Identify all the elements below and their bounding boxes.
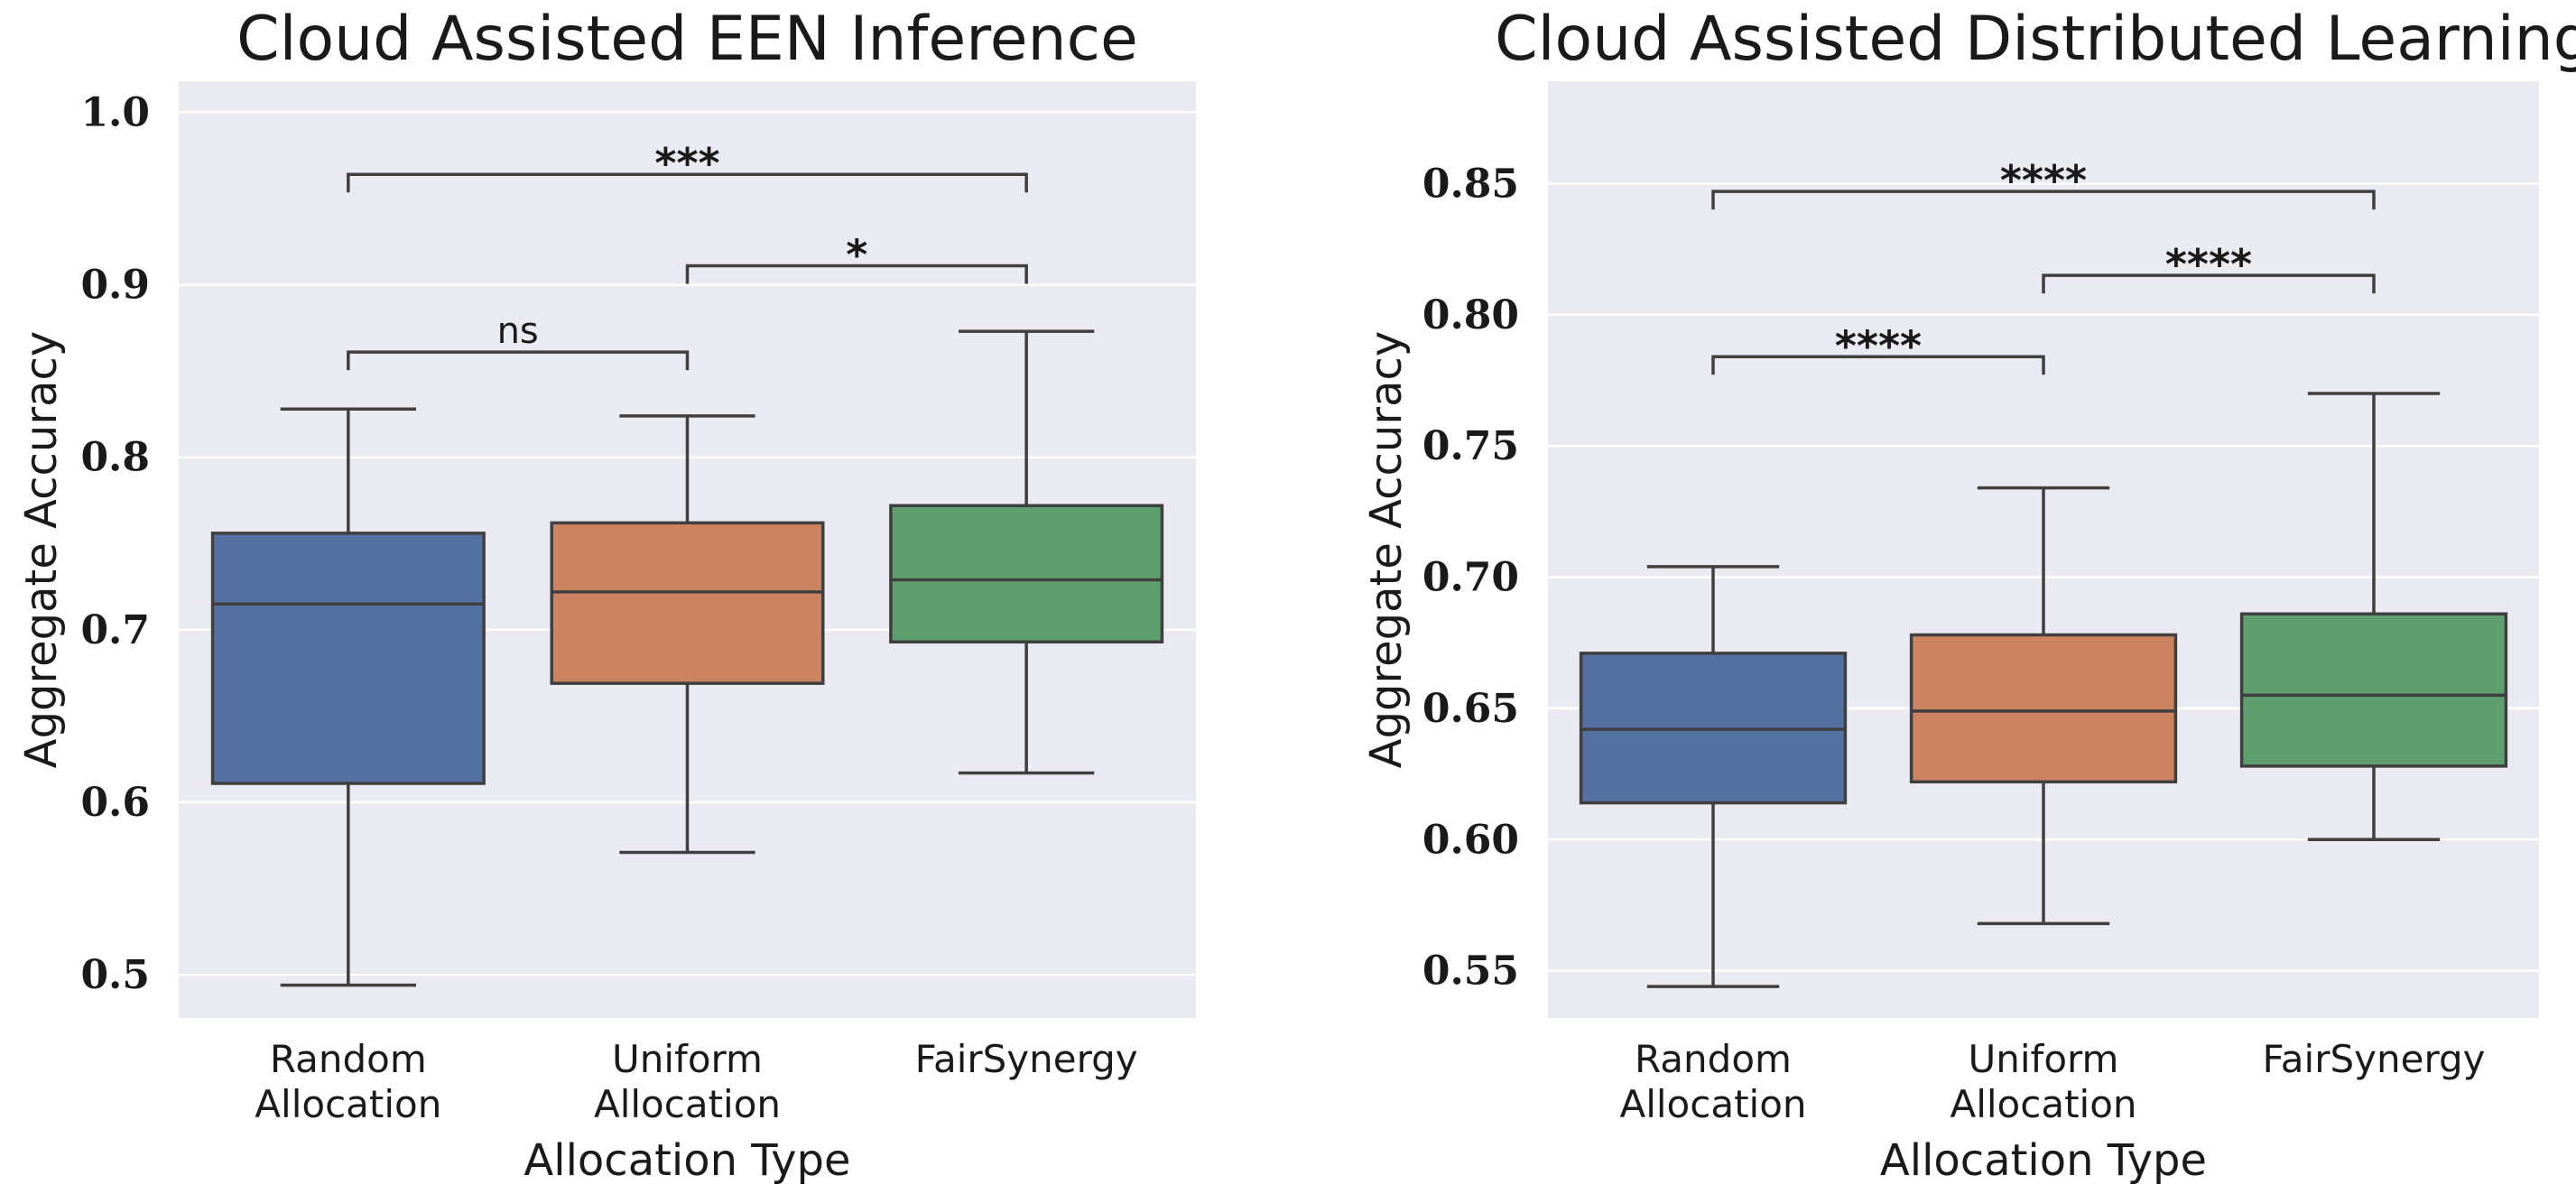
x-tick-label: Allocation (255, 1082, 441, 1126)
y-axis-label: Aggregate Accuracy (1361, 331, 1412, 769)
x-tick-label: FairSynergy (915, 1037, 1138, 1081)
box-body (550, 521, 825, 685)
y-tick-label: 0.85 (1422, 161, 1519, 207)
panel-distributed-learning: 0.55 0.60 0.65 0.70 0.75 0.80 0.85 **** **** ****… (1361, 4, 2576, 1186)
x-tick-label: Allocation (1950, 1082, 2136, 1126)
x-tick-label: Random (270, 1037, 427, 1081)
x-tick-label: Uniform (1969, 1037, 2119, 1081)
box-body (2239, 612, 2508, 768)
box-0 (1579, 565, 1848, 988)
y-tick-label: 0.60 (1422, 817, 1519, 863)
x-tick-label: Allocation (594, 1082, 781, 1126)
box-2 (2239, 392, 2508, 842)
significance-label: **** (2165, 240, 2252, 289)
x-axis-label: Allocation Type (1880, 1135, 2207, 1186)
significance-bracket (347, 172, 1028, 193)
significance-bracket (2042, 273, 2376, 294)
chart-title: Cloud Assisted Distributed Learning (1495, 4, 2576, 75)
y-tick-label: 0.70 (1422, 555, 1519, 601)
y-tick-label: 0.5 (80, 952, 150, 998)
significance-bracket (685, 264, 1028, 284)
significance-label: **** (2000, 156, 2087, 205)
y-tick-label: 0.6 (80, 780, 150, 826)
y-tick-label: 0.55 (1422, 949, 1519, 995)
y-tick-label: 0.80 (1422, 292, 1519, 338)
y-tick-label: 0.65 (1422, 686, 1519, 732)
significance-bracket (347, 350, 690, 371)
x-axis-label: Allocation Type (524, 1135, 850, 1186)
panel-een-inference: 0.50.60.70.80.91.0ns****RandomAllocation… (16, 4, 1196, 1186)
y-tick-label: 1.0 (80, 89, 150, 135)
chart-title: Cloud Assisted EEN Inference (236, 4, 1138, 75)
x-tick-label: Random (1635, 1037, 1792, 1081)
y-axis-label: Aggregate Accuracy (16, 331, 67, 769)
box-1 (1909, 486, 2178, 926)
y-tick-label: 0.9 (80, 263, 150, 309)
box-2 (889, 329, 1164, 775)
significance-label: * (846, 231, 867, 280)
box-body (1909, 633, 2178, 784)
x-tick-label: Uniform (612, 1037, 763, 1081)
y-tick-label: 0.7 (80, 607, 150, 653)
significance-bracket (1711, 190, 2376, 210)
x-tick-label: FairSynergy (2263, 1037, 2486, 1081)
x-tick-label: Allocation (1619, 1082, 1806, 1126)
box-0 (210, 407, 486, 987)
significance-label: ns (497, 310, 539, 352)
significance-bracket (1711, 355, 2045, 375)
y-tick-label: 0.75 (1422, 423, 1519, 469)
y-tick-label: 0.8 (80, 435, 150, 481)
box-body (210, 532, 486, 785)
box-1 (550, 414, 825, 855)
significance-label: **** (1835, 321, 1922, 370)
box-body (889, 504, 1164, 644)
significance-label: *** (654, 139, 719, 188)
